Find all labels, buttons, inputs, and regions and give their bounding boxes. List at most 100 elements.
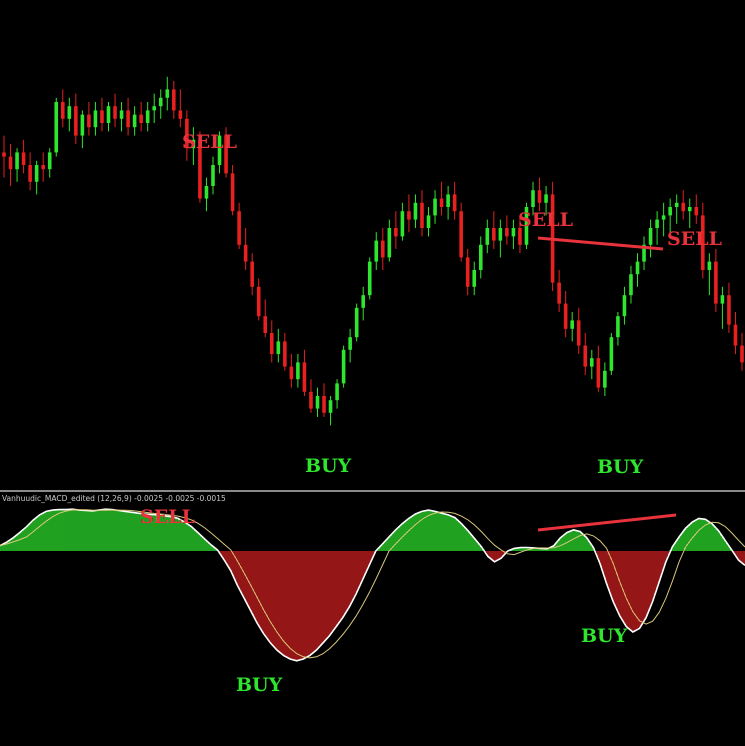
candle-up	[635, 261, 640, 275]
candle-down	[381, 240, 385, 258]
candle-up	[348, 337, 352, 350]
candle-up	[152, 106, 157, 111]
candle-up	[531, 190, 535, 207]
candle-down	[256, 286, 261, 317]
candle-down	[596, 358, 601, 388]
candle-up	[603, 370, 607, 388]
candle-down	[701, 215, 705, 270]
candle-up	[544, 194, 548, 203]
candle-down	[172, 89, 176, 111]
candle-up	[296, 362, 300, 380]
candle-down	[60, 102, 65, 119]
candle-down	[322, 396, 326, 413]
candle-up	[315, 396, 320, 409]
candle-up	[609, 337, 614, 371]
candle-down	[694, 207, 699, 216]
candle-down	[733, 324, 738, 346]
candle-down	[2, 152, 6, 157]
macd-buy-signal-label: BUY	[581, 625, 628, 647]
candle-down	[243, 244, 248, 262]
candle-down	[563, 303, 568, 329]
price-divergence-line	[537, 236, 664, 251]
candle-down	[420, 202, 424, 228]
candle-down	[465, 257, 470, 287]
candle-down	[224, 135, 228, 174]
annotation-layer: SELL BUY SELL SELL BUY SELL BUY BUY	[140, 131, 722, 696]
candle-down	[727, 295, 731, 325]
candle-up	[145, 110, 150, 123]
candle-down	[28, 165, 32, 182]
candle-up	[367, 261, 372, 296]
candle-up	[433, 198, 437, 216]
price-panel	[2, 76, 744, 426]
candle-up	[648, 228, 653, 245]
candle-down	[518, 228, 522, 245]
macd-signal-line	[0, 509, 745, 659]
candle-down	[21, 152, 26, 165]
candle-down	[557, 282, 561, 304]
candle-down	[576, 320, 581, 346]
macd-sell-signal-label: SELL	[140, 506, 195, 528]
buy-signal-label: BUY	[305, 455, 352, 477]
candle-up	[511, 228, 516, 237]
candle-up	[54, 102, 59, 153]
candle-down	[113, 106, 117, 119]
candle-up	[211, 165, 215, 186]
candle-up	[34, 165, 39, 182]
candle-up	[674, 202, 679, 207]
candle-up	[374, 240, 379, 262]
candle-down	[714, 261, 718, 304]
candle-down	[263, 316, 268, 333]
indicator-label: Vanhuudic_MACD_edited (12,26,9) -0.0025 …	[2, 494, 226, 503]
candle-up	[341, 349, 346, 384]
candle-down	[394, 228, 398, 237]
candle-down	[459, 211, 463, 258]
candle-down	[178, 110, 183, 119]
candle-up	[687, 207, 692, 212]
candle-up	[165, 89, 170, 98]
candle-down	[452, 194, 457, 212]
candle-down	[74, 106, 78, 136]
candle-down	[230, 173, 235, 212]
macd-main-line	[0, 508, 745, 662]
candle-down	[237, 211, 241, 245]
candle-down	[250, 261, 254, 287]
candle-up	[622, 295, 627, 317]
candle-up	[668, 207, 672, 216]
candle-up	[720, 295, 725, 304]
sell-signal-label: SELL	[518, 209, 573, 231]
candle-up	[472, 270, 477, 287]
candle-up	[132, 114, 137, 128]
candle-up	[485, 228, 490, 245]
candle-down	[439, 198, 444, 207]
candle-up	[276, 341, 281, 354]
candle-up	[524, 207, 529, 245]
candle-down	[505, 228, 509, 237]
candle-down	[302, 362, 307, 392]
candle-down	[87, 114, 91, 128]
candle-up	[413, 202, 418, 220]
candle-up	[387, 228, 392, 258]
candle-up	[119, 110, 124, 119]
candle-up	[707, 261, 712, 270]
buy-signal-label: BUY	[597, 456, 644, 478]
candle-up	[655, 219, 659, 228]
candle-down	[185, 118, 189, 149]
candle-down	[289, 366, 294, 380]
candle-down	[139, 114, 143, 123]
candle-down	[492, 228, 496, 241]
candle-up	[446, 194, 450, 207]
candle-down	[269, 333, 274, 354]
candle-down	[740, 345, 744, 363]
candle-down	[537, 190, 542, 203]
candle-down	[309, 391, 313, 409]
candle-up	[106, 106, 111, 123]
candle-up	[93, 110, 98, 128]
candle-up	[589, 358, 594, 367]
candle-down	[198, 139, 202, 199]
candle-up	[354, 307, 359, 338]
candle-up	[642, 244, 646, 262]
candle-up	[67, 106, 72, 119]
candle-down	[407, 211, 411, 220]
candle-up	[158, 97, 163, 107]
